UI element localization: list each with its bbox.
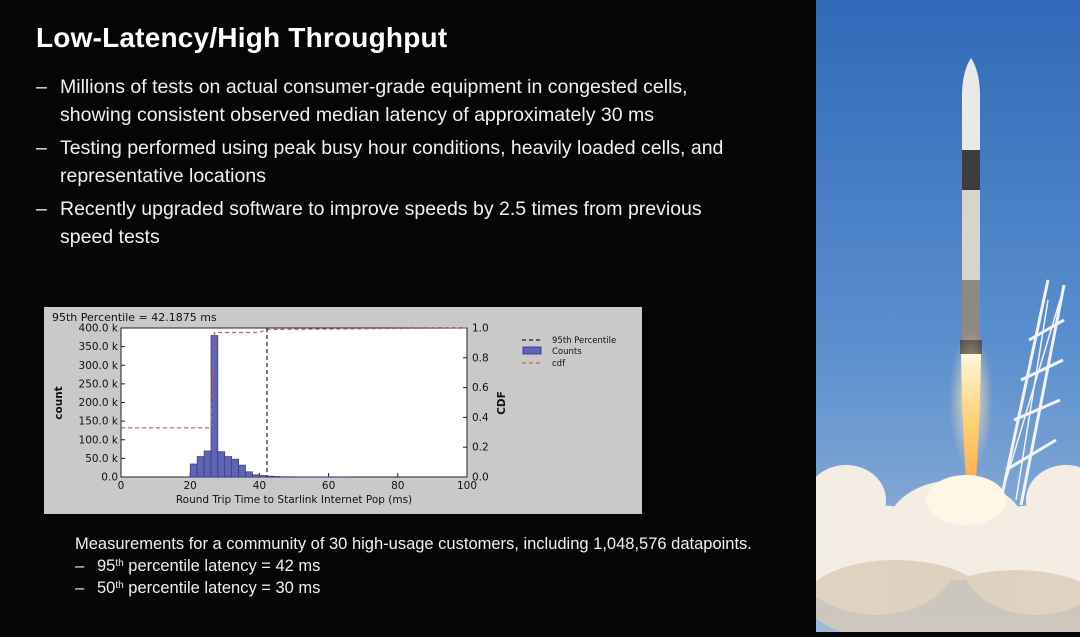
- bullet-dash: –: [75, 555, 84, 577]
- y-tick-label: 200.0 k: [79, 397, 119, 409]
- y2-tick-label: 0.2: [472, 442, 489, 454]
- measurement-item: –50th percentile latency = 30 ms: [75, 577, 775, 599]
- rocket-icon: [816, 0, 1080, 632]
- measurement-text: percentile latency = 30 ms: [124, 579, 321, 597]
- bullet-text: Recently upgraded software to improve sp…: [60, 198, 702, 248]
- bullet-dash: –: [36, 135, 47, 163]
- bullet-text: Testing performed using peak busy hour c…: [60, 137, 723, 187]
- rocket-launch-photo: [816, 0, 1080, 632]
- chart-title: 95th Percentile = 42.1875 ms: [52, 311, 217, 324]
- histogram-bar: [218, 452, 225, 477]
- histogram-bar: [252, 475, 259, 477]
- measurement-item: –95th percentile latency = 42 ms: [75, 555, 775, 577]
- y-tick-label: 150.0 k: [79, 416, 119, 428]
- slide-title: Low-Latency/High Throughput: [36, 22, 447, 54]
- bullet-text: Millions of tests on actual consumer-gra…: [60, 76, 688, 126]
- bullet-dash: –: [36, 196, 47, 224]
- ordinal-suffix: th: [115, 580, 123, 591]
- measurements-intro: Measurements for a community of 30 high-…: [75, 533, 775, 555]
- y-tick-label: 100.0 k: [79, 434, 119, 446]
- latency-chart: 95th Percentile = 42.1875 ms 0 20 40 60 80 10…: [44, 307, 642, 514]
- x-tick-label: 20: [184, 480, 197, 492]
- y-axis-label: count: [53, 386, 65, 419]
- histogram-bar: [273, 476, 280, 477]
- y2-tick-label: 0.0: [472, 472, 489, 484]
- histogram-bar: [204, 451, 211, 477]
- measurement-text: percentile latency = 42 ms: [124, 557, 321, 575]
- legend-label-counts: Counts: [552, 347, 582, 357]
- y2-tick-label: 0.4: [472, 412, 489, 424]
- plot-area: [121, 328, 467, 477]
- x-tick-label: 0: [118, 480, 125, 492]
- histogram-bar: [197, 457, 204, 477]
- histogram-bar: [239, 465, 246, 477]
- histogram-bar: [225, 457, 232, 477]
- legend-label-cdf: cdf: [552, 359, 566, 369]
- y2-tick-label: 1.0: [472, 323, 489, 335]
- slide-content: Low-Latency/High Throughput –Millions of…: [0, 0, 816, 632]
- latency-histogram-svg: 95th Percentile = 42.1875 ms 0 20 40 60 80 10…: [44, 307, 642, 514]
- legend-label-percentile: 95th Percentile: [552, 336, 616, 346]
- ordinal-suffix: th: [115, 558, 123, 569]
- measurements-block: Measurements for a community of 30 high-…: [75, 533, 775, 599]
- bullet-item: –Millions of tests on actual consumer-gr…: [36, 74, 726, 129]
- y-tick-label: 350.0 k: [79, 341, 119, 353]
- histogram-bar: [190, 464, 197, 477]
- bullet-dash: –: [75, 577, 84, 599]
- legend-marker-counts: [523, 347, 541, 354]
- x-axis-label: Round Trip Time to Starlink Internet Pop…: [176, 494, 412, 506]
- ordinal: 50: [97, 579, 115, 597]
- histogram-bar: [211, 335, 218, 477]
- y2-tick-label: 0.6: [472, 382, 489, 394]
- measurements-list: –95th percentile latency = 42 ms –50th p…: [75, 555, 775, 599]
- histogram-bar: [232, 459, 239, 477]
- y2-axis-label: CDF: [496, 391, 508, 415]
- y2-tick-label: 0.8: [472, 352, 489, 364]
- x-tick-label: 60: [322, 480, 335, 492]
- y-tick-label: 400.0 k: [79, 323, 119, 335]
- y-tick-label: 300.0 k: [79, 360, 119, 372]
- y-tick-label: 50.0 k: [85, 453, 119, 465]
- bullet-item: –Testing performed using peak busy hour …: [36, 135, 726, 190]
- x-tick-label: 80: [391, 480, 404, 492]
- bullet-dash: –: [36, 74, 47, 102]
- bullet-item: –Recently upgraded software to improve s…: [36, 196, 726, 251]
- histogram-bar: [259, 476, 266, 477]
- histogram-bar: [246, 472, 253, 477]
- bullet-list: –Millions of tests on actual consumer-gr…: [36, 74, 726, 257]
- y-tick-label: 250.0 k: [79, 378, 119, 390]
- x-tick-label: 40: [253, 480, 266, 492]
- ordinal: 95: [97, 557, 115, 575]
- y-tick-label: 0.0: [101, 472, 118, 484]
- chart-legend: 95th Percentile Counts cdf: [522, 336, 616, 369]
